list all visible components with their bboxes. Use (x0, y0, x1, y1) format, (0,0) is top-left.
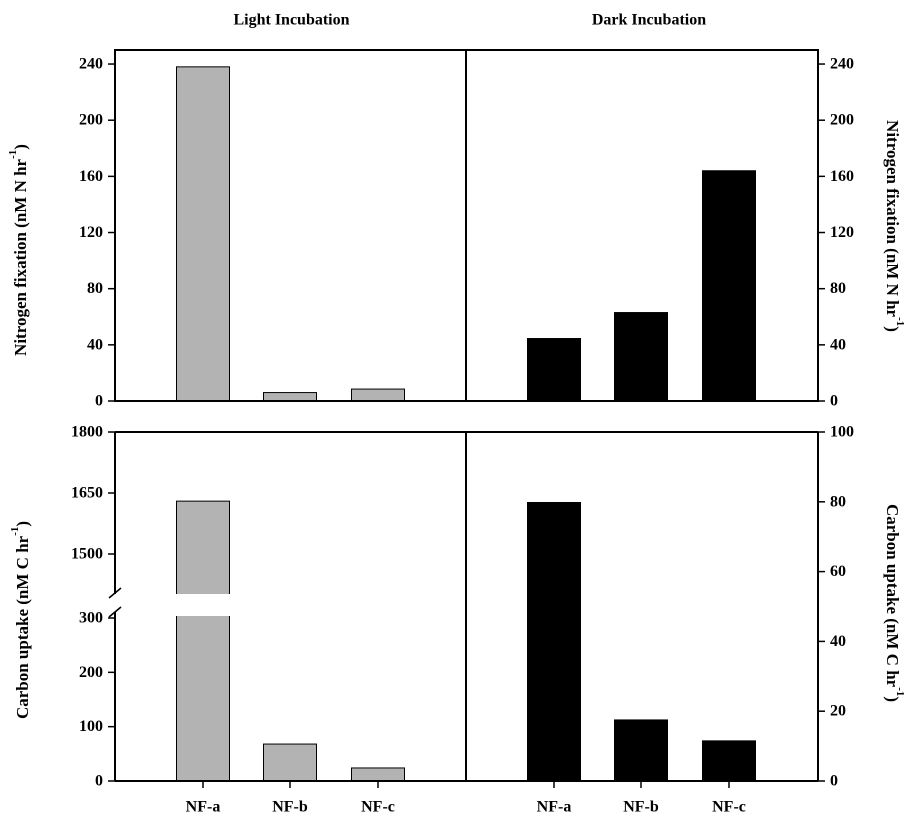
top-left-y-tick-label-40: 40 (87, 336, 103, 353)
top-right-y-tick-label-40: 40 (830, 336, 846, 353)
bottom-right-y-tick-label-100: 100 (830, 424, 854, 441)
bottom-right-x-label-nf-b: NF-b (623, 799, 659, 816)
title-light-incubation: Light Incubation (233, 12, 349, 29)
bottom-left-y-lower-tick-label-100: 100 (79, 718, 103, 735)
bottom-right-y-tick-label-0: 0 (830, 773, 838, 790)
bottom-left-y-lower-tick-label-0: 0 (95, 773, 103, 790)
top-left-y-tick-label-240: 240 (79, 56, 103, 73)
bottom-right-x-label-nf-a: NF-a (537, 799, 572, 816)
bottom-left-y-axis-title-text: Carbon uptake (nM C hr (13, 535, 32, 719)
top-left-y-tick-label-120: 120 (79, 224, 103, 241)
bar-dark-carbon-nf-c (702, 740, 756, 782)
bar-light-carbon-nf-a (176, 500, 230, 782)
top-right-y-axis-title-superscript: -1 (894, 317, 906, 326)
bar-light-carbon-nf-a-break-gap (174, 594, 232, 616)
bar-light-nfix-nf-b (263, 392, 317, 402)
bar-light-carbon-nf-c (351, 767, 405, 782)
top-right-y-axis-title-text: Nitrogen fixation (nM N hr (884, 120, 903, 318)
bottom-left-x-label-nf-b: NF-b (272, 799, 308, 816)
top-right-y-axis-title: Nitrogen fixation (nM N hr-1) (884, 120, 907, 332)
bottom-left-y-lower-tick-label-300: 300 (79, 610, 103, 627)
bar-light-carbon-nf-b (263, 743, 317, 782)
bottom-right-y-tick-label-80: 80 (830, 493, 846, 510)
bottom-left-x-label-nf-c: NF-c (361, 799, 395, 816)
bottom-right-y-tick-label-20: 20 (830, 703, 846, 720)
bottom-left-x-label-nf-a: NF-a (186, 799, 221, 816)
top-left-y-axis-title-text: Nitrogen fixation (nM N hr (11, 158, 30, 356)
bar-light-nfix-nf-c (351, 388, 405, 402)
bar-light-nfix-nf-a (176, 66, 230, 402)
top-right-y-tick-label-160: 160 (830, 168, 854, 185)
bottom-left-y-axis-title: Carbon uptake (nM C hr-1) (9, 521, 32, 719)
top-left-y-tick-label-160: 160 (79, 168, 103, 185)
top-right-y-tick-label-0: 0 (830, 393, 838, 410)
bottom-right-y-axis-title-close: ) (884, 696, 903, 702)
bottom-right-y-axis-title: Carbon uptake (nM C hr-1) (884, 504, 907, 702)
top-left-y-axis-title-superscript: -1 (7, 150, 19, 159)
top-left-y-axis-title: Nitrogen fixation (nM N hr-1) (7, 144, 30, 356)
axis-break-mark-upper (108, 587, 122, 599)
top-right-y-tick-label-120: 120 (830, 224, 854, 241)
bar-dark-nfix-nf-b (614, 312, 668, 402)
bottom-left-y-upper-tick-label-1800: 1800 (71, 424, 103, 441)
top-left-y-tick-label-200: 200 (79, 112, 103, 129)
bottom-left-y-lower-tick-label-200: 200 (79, 664, 103, 681)
title-dark-incubation: Dark Incubation (592, 12, 706, 29)
bottom-right-y-axis-title-superscript: -1 (894, 687, 906, 696)
axis-break-mark-lower (108, 606, 122, 618)
top-right-y-tick-label-200: 200 (830, 112, 854, 129)
bar-dark-nfix-nf-c (702, 170, 756, 402)
bar-dark-carbon-nf-a (527, 501, 581, 782)
bottom-left-y-axis-title-superscript: -1 (9, 527, 21, 536)
bottom-right-y-tick-label-60: 60 (830, 563, 846, 580)
bar-dark-nfix-nf-a (527, 338, 581, 402)
top-left-y-tick-label-80: 80 (87, 280, 103, 297)
bottom-left-y-upper-tick-label-1650: 1650 (71, 485, 103, 502)
top-right-y-axis-title-close: ) (884, 326, 903, 332)
top-left-y-axis-title-close: ) (11, 144, 30, 150)
bottom-right-x-label-nf-c: NF-c (712, 799, 746, 816)
top-right-y-tick-label-80: 80 (830, 280, 846, 297)
top-right-y-tick-label-240: 240 (830, 56, 854, 73)
bottom-right-y-tick-label-40: 40 (830, 633, 846, 650)
bottom-left-y-axis-title-close: ) (13, 521, 32, 527)
bottom-left-y-upper-tick-label-1500: 1500 (71, 546, 103, 563)
top-left-y-tick-label-0: 0 (95, 393, 103, 410)
bar-dark-carbon-nf-b (614, 719, 668, 782)
bottom-right-y-axis-title-text: Carbon uptake (nM C hr (884, 504, 903, 688)
